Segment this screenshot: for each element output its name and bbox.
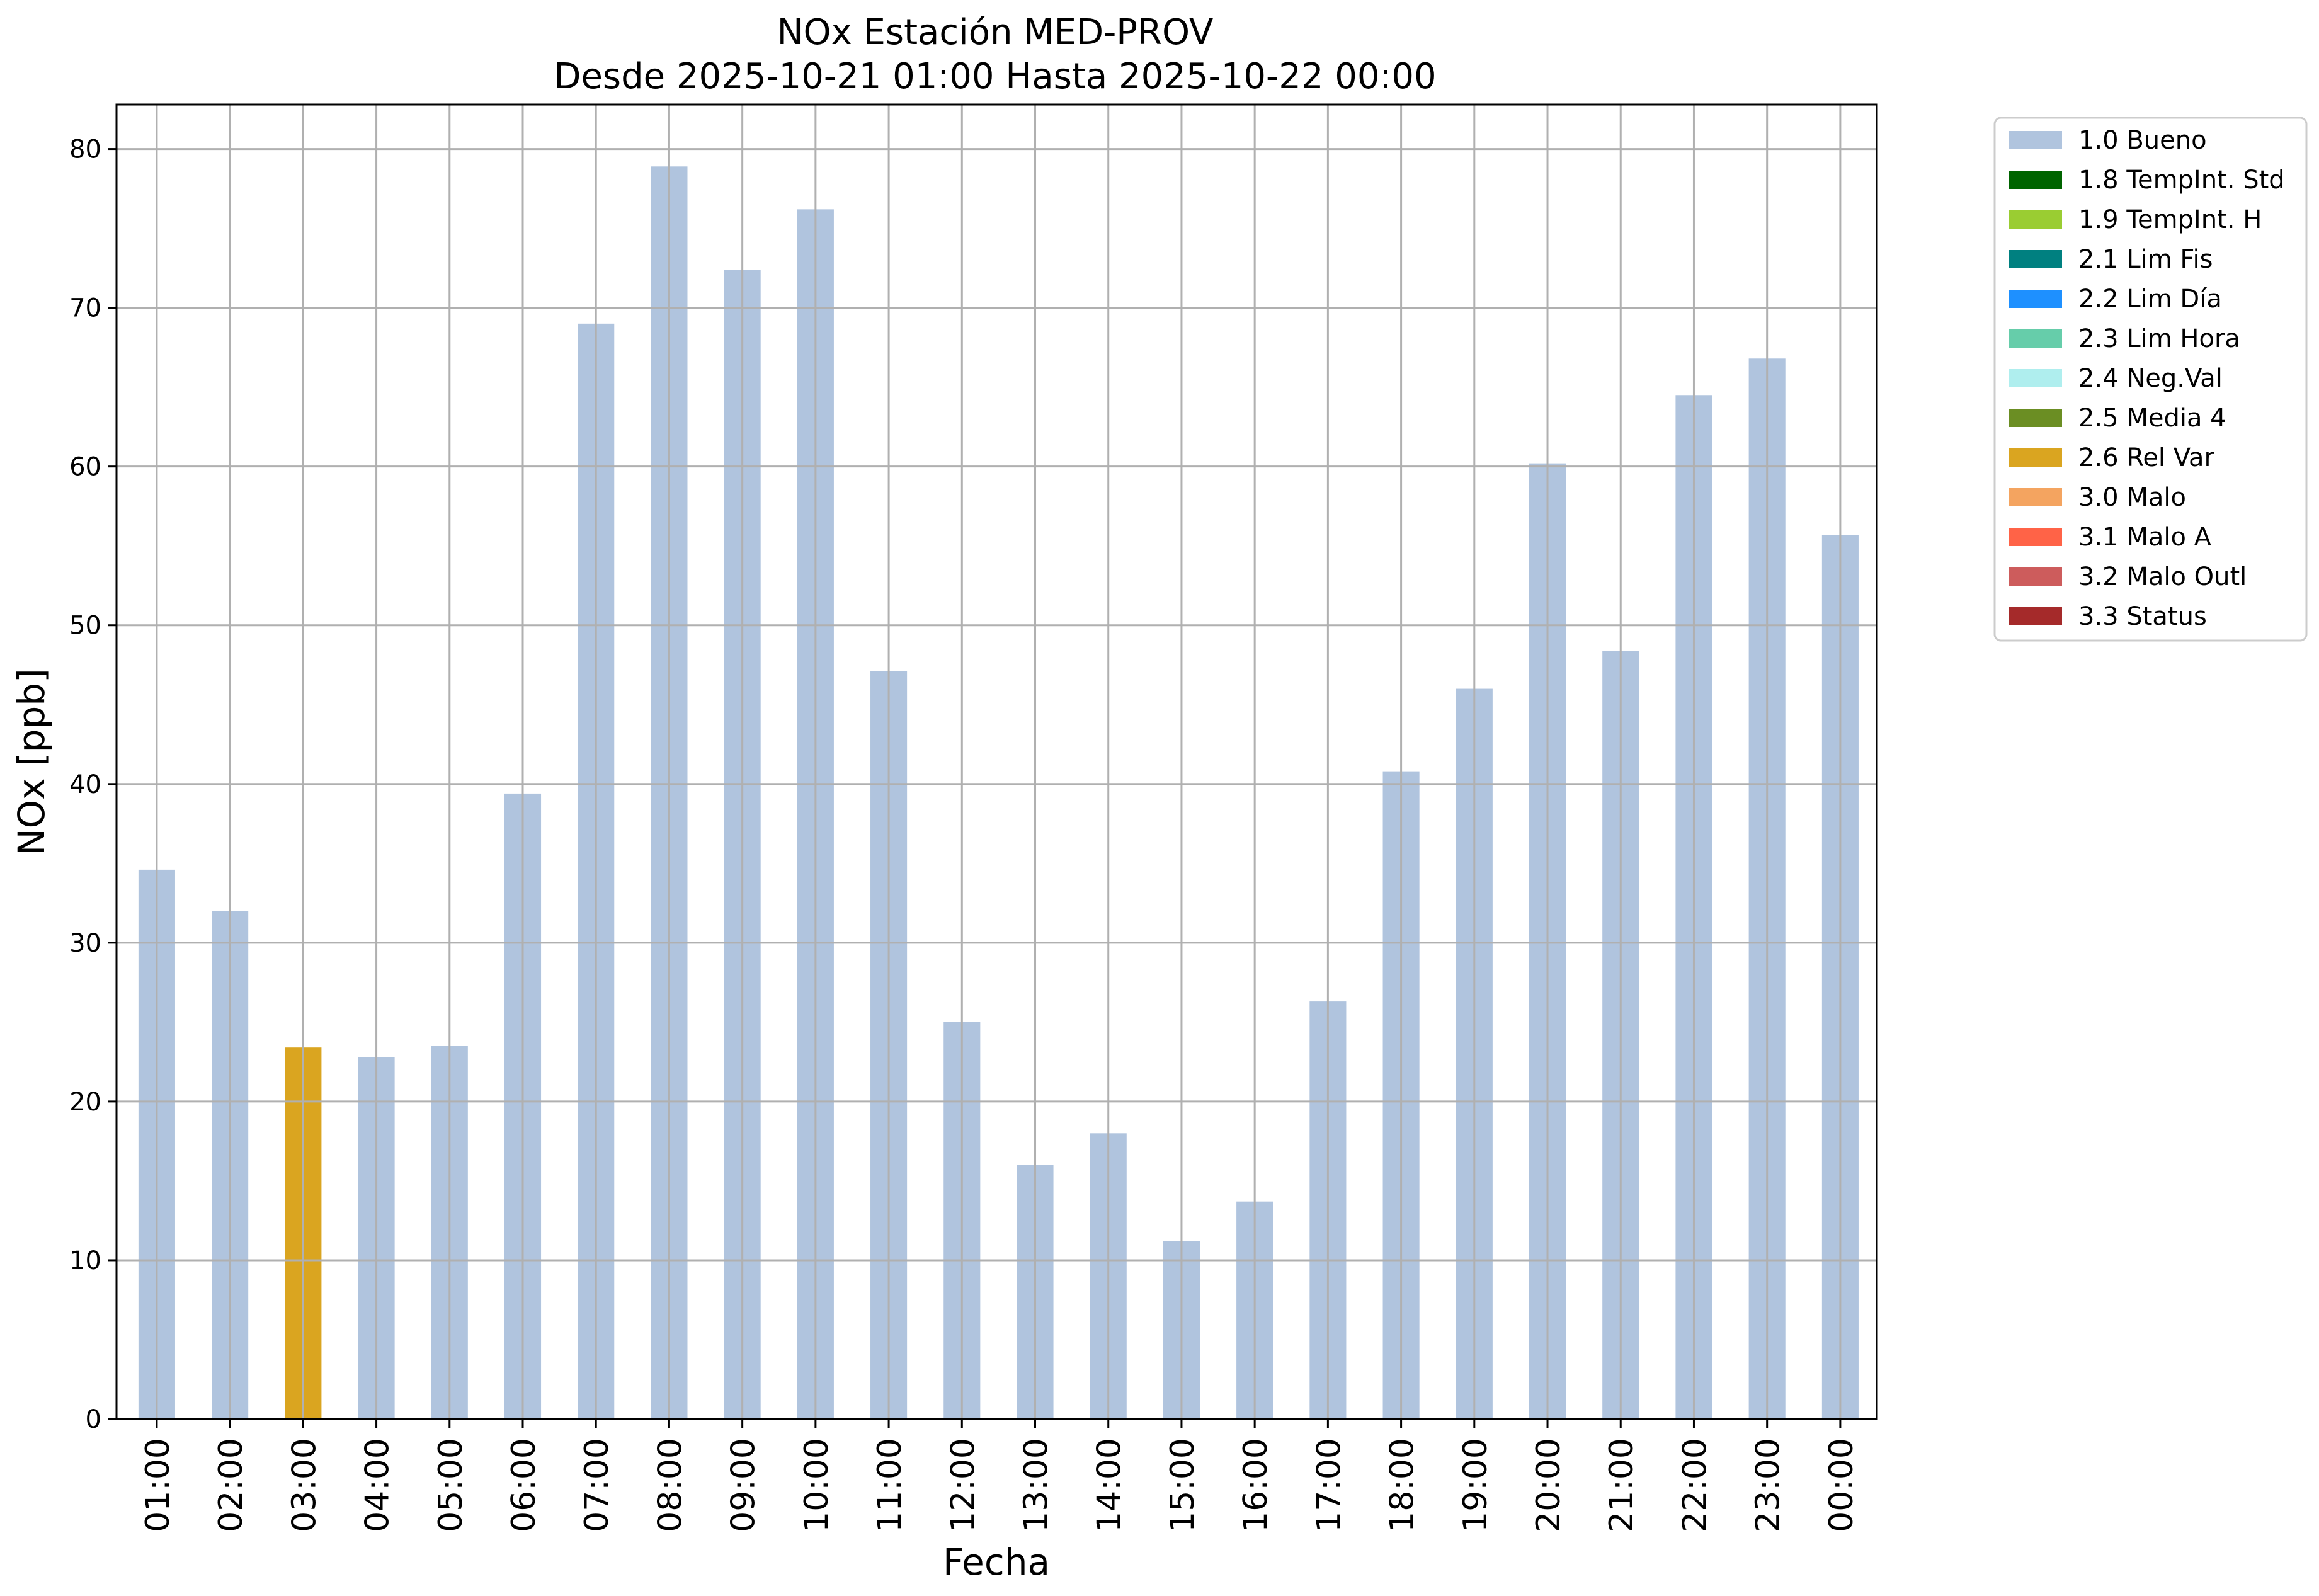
legend-label: 3.0 Malo xyxy=(2078,483,2186,512)
legend-label: 2.2 Lim Día xyxy=(2078,285,2222,314)
x-tick-label: 14:00 xyxy=(1091,1438,1129,1532)
chart-title: NOx Estación MED-PROV xyxy=(777,12,1214,53)
legend-label: 2.4 Neg.Val xyxy=(2078,364,2223,393)
y-tick-label: 30 xyxy=(69,929,101,958)
x-tick-label: 13:00 xyxy=(1018,1438,1056,1532)
y-axis: 0 10 20 30 40 50 60 70 80 xyxy=(69,135,117,1434)
x-tick-label: 12:00 xyxy=(944,1438,982,1532)
y-tick-label: 60 xyxy=(69,453,101,482)
legend-swatch xyxy=(2009,409,2062,427)
y-tick-label: 10 xyxy=(69,1246,101,1275)
legend-label: 3.2 Malo Outl xyxy=(2078,562,2247,591)
legend-label: 2.5 Media 4 xyxy=(2078,404,2226,433)
x-tick-label: 05:00 xyxy=(432,1438,470,1532)
legend-swatch xyxy=(2009,528,2062,546)
legend-label: 2.3 Lim Hora xyxy=(2078,324,2240,353)
legend-label: 1.9 TempInt. H xyxy=(2078,205,2262,234)
x-tick-label: 00:00 xyxy=(1823,1438,1860,1532)
x-tick-label: 16:00 xyxy=(1237,1438,1275,1532)
legend-swatch xyxy=(2009,488,2062,506)
chart-subtitle: Desde 2025-10-21 01:00 Hasta 2025-10-22 … xyxy=(554,56,1436,97)
legend-label: 2.1 Lim Fis xyxy=(2078,245,2213,274)
y-tick-label: 0 xyxy=(86,1405,101,1434)
legend-label: 2.6 Rel Var xyxy=(2078,443,2215,472)
x-tick-label: 07:00 xyxy=(578,1438,616,1532)
legend-label: 1.8 TempInt. Std xyxy=(2078,166,2285,195)
legend-swatch xyxy=(2009,567,2062,586)
y-tick-label: 80 xyxy=(69,135,101,164)
legend-swatch xyxy=(2009,210,2062,229)
x-tick-label: 23:00 xyxy=(1750,1438,1787,1532)
x-tick-label: 09:00 xyxy=(725,1438,763,1532)
legend: 1.0 Bueno 1.8 TempInt. Std 1.9 TempInt. H 2… xyxy=(1993,117,2308,642)
x-tick-label: 10:00 xyxy=(798,1438,836,1532)
y-tick-label: 50 xyxy=(69,612,101,641)
x-tick-label: 04:00 xyxy=(359,1438,397,1532)
x-tick-label: 17:00 xyxy=(1310,1438,1348,1532)
x-axis-label: Fecha xyxy=(943,1541,1050,1583)
x-tick-label: 19:00 xyxy=(1457,1438,1495,1532)
legend-label: 3.1 Malo A xyxy=(2078,523,2212,552)
x-tick-label: 08:00 xyxy=(651,1438,689,1532)
x-tick-label: 11:00 xyxy=(871,1438,909,1532)
legend-swatch xyxy=(2009,607,2062,625)
x-axis: 01:00 02:00 03:00 04:00 05:00 06:00 07:00 08:00… xyxy=(139,1419,1860,1532)
y-tick-label: 70 xyxy=(69,294,101,323)
y-axis-label: NOx [ppb] xyxy=(10,668,53,856)
legend-swatch xyxy=(2009,329,2062,348)
grid xyxy=(117,105,1877,1420)
legend-swatch xyxy=(2009,369,2062,387)
x-tick-label: 01:00 xyxy=(139,1438,177,1532)
x-tick-label: 06:00 xyxy=(505,1438,543,1532)
legend-label: 1.0 Bueno xyxy=(2078,126,2207,155)
x-tick-label: 02:00 xyxy=(212,1438,250,1532)
y-tick-label: 20 xyxy=(69,1088,101,1117)
plot-frame xyxy=(115,103,1878,1420)
x-tick-label: 21:00 xyxy=(1603,1438,1641,1532)
legend-swatch xyxy=(2009,131,2062,149)
legend-swatch xyxy=(2009,290,2062,308)
x-tick-label: 03:00 xyxy=(285,1438,323,1532)
legend-swatch xyxy=(2009,171,2062,189)
x-tick-label: 15:00 xyxy=(1164,1438,1202,1532)
y-tick-label: 40 xyxy=(69,770,101,799)
legend-swatch xyxy=(2009,250,2062,268)
x-tick-label: 20:00 xyxy=(1530,1438,1568,1532)
legend-frame xyxy=(1993,117,2308,642)
legend-label: 3.3 Status xyxy=(2078,602,2207,631)
legend-swatch xyxy=(2009,448,2062,467)
x-tick-label: 18:00 xyxy=(1384,1438,1422,1532)
x-tick-label: 22:00 xyxy=(1676,1438,1714,1532)
